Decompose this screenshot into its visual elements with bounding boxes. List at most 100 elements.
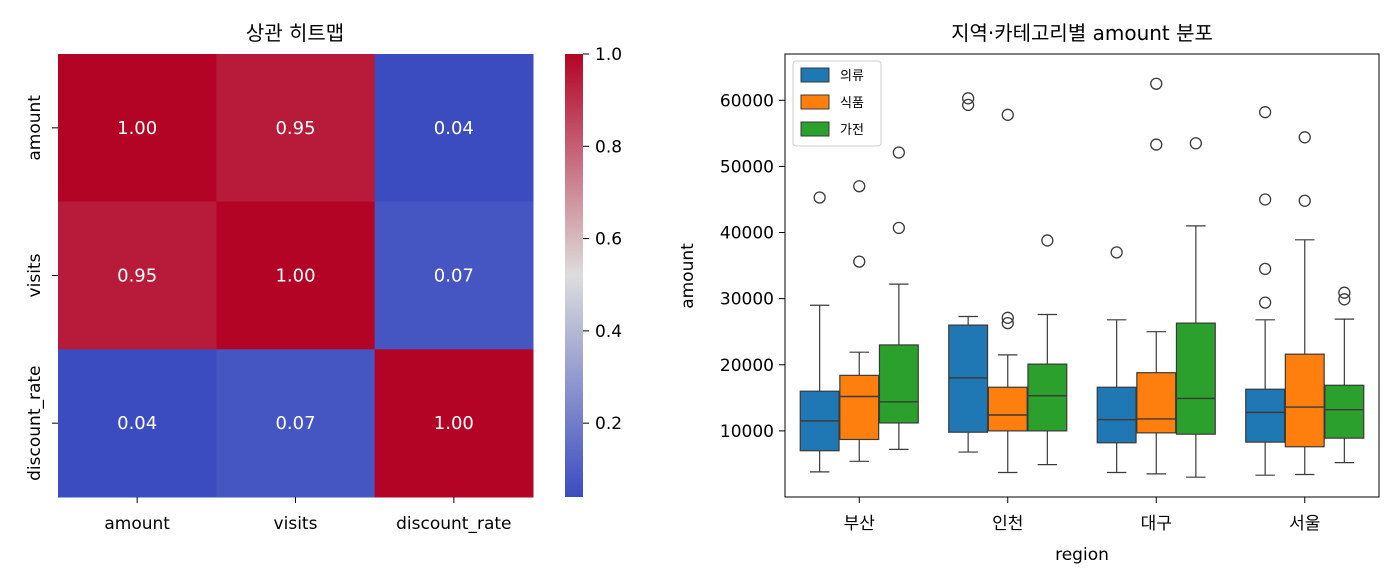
heatmap-cell-discount_rate-discount_rate: [374, 349, 534, 498]
heatmap-cell-labels: 1.00 0.95 0.04 0.95 1.00 0.07 0.04 0.07 1.00: [117, 118, 474, 434]
heatmap-title: 상관 히트맵: [246, 21, 344, 45]
heatmap-y-tick-label: amount: [25, 95, 45, 161]
box-outlier: [1150, 138, 1163, 151]
legend-swatch-의류: [800, 67, 830, 83]
box-outlier: [962, 98, 975, 112]
box-가전-서울: [1324, 286, 1365, 464]
heatmap-cell-label: 0.07: [434, 266, 474, 287]
legend-label: 식품: [840, 96, 864, 111]
colorbar: [565, 54, 583, 497]
heatmap-y-tick-label: discount_rate: [25, 365, 45, 480]
box-식품-부산: [839, 180, 880, 462]
colorbar-tick-label: 0.6: [595, 230, 622, 250]
box-outlier: [892, 221, 905, 235]
box-iqr: [1284, 353, 1325, 448]
heatmap-cell-label: 0.95: [117, 266, 157, 287]
box-outlier: [1110, 246, 1123, 259]
heatmap-cell-amount-discount_rate: [374, 54, 534, 203]
box-iqr: [878, 344, 919, 424]
box-outlier: [1298, 131, 1311, 144]
heatmap-cell-label: 0.07: [275, 413, 315, 434]
box-식품-서울: [1284, 131, 1325, 476]
box-outlier: [962, 92, 975, 105]
box-outlier: [1041, 234, 1054, 247]
legend-label: 가전: [840, 123, 864, 138]
heatmap-cells: [58, 54, 534, 498]
colorbar-ticks: 0.2 0.4 0.6 0.8 1.0: [583, 45, 622, 434]
heatmap-cell-label: 1.00: [117, 118, 157, 139]
boxplot-y-tick-label: 20000: [720, 356, 774, 376]
box-iqr: [839, 374, 880, 441]
heatmap-cell-visits-discount_rate: [374, 201, 534, 350]
heatmap-cell-label: 1.00: [275, 266, 315, 287]
boxplot-y-tick-label: 60000: [720, 91, 774, 111]
boxplot-y-label: amount: [678, 243, 698, 309]
box-outlier: [1189, 137, 1202, 150]
box-의류-대구: [1096, 246, 1137, 474]
boxplot-x-ticks: 부산 인천 대구 서울: [844, 497, 1320, 534]
heatmap-y-ticks: amount visits discount_rate: [25, 95, 58, 481]
boxplot-x-tick-label: 대구: [1141, 514, 1172, 534]
box-iqr: [1324, 384, 1365, 439]
box-outlier: [1001, 108, 1014, 121]
heatmap-x-ticks: amount visits discount_rate: [104, 497, 512, 534]
boxplot-y-tick-label: 10000: [720, 422, 774, 442]
heatmap-cell-label: 1.00: [434, 413, 474, 434]
legend-swatch-가전: [800, 121, 830, 137]
colorbar-tick-label: 1.0: [595, 45, 622, 65]
heatmap-cell-label: 0.95: [275, 118, 315, 139]
legend-swatch-식품: [800, 94, 830, 110]
box-outlier: [1001, 316, 1014, 330]
box-가전-인천: [1027, 234, 1068, 466]
heatmap-panel: 상관 히트맵 1.00 0.95 0.040.95 1.00 0.070.04 0.07 1…: [25, 21, 622, 534]
heatmap-x-tick-label: visits: [274, 514, 318, 534]
heatmap-cell-amount-visits: [216, 54, 376, 203]
box-outlier: [1150, 77, 1163, 90]
box-iqr: [1027, 363, 1068, 432]
heatmap-cell-discount_rate-amount: [58, 349, 217, 498]
legend-label: 의류: [840, 69, 864, 84]
heatmap-cell-visits-amount: [58, 201, 217, 350]
box-outlier: [813, 191, 826, 204]
boxplot-boxes: [799, 77, 1365, 478]
box-iqr: [1136, 372, 1177, 434]
box-outlier: [1001, 311, 1014, 324]
box-outlier: [853, 180, 866, 193]
box-가전-부산: [878, 146, 919, 450]
boxplot-y-tick-label: 50000: [720, 157, 774, 177]
heatmap-cell-label: 0.04: [117, 413, 157, 434]
box-outlier: [1259, 296, 1272, 309]
box-의류-인천: [948, 92, 989, 453]
box-가전-대구: [1175, 137, 1216, 478]
boxplot-panel: 지역·카테고리별 amount 분포 10000 20000 30000 40000 5…: [678, 21, 1380, 565]
boxplot-title: 지역·카테고리별 amount 분포: [951, 21, 1213, 45]
boxplot-x-tick-label: 부산: [844, 514, 876, 534]
boxplot-y-tick-label: 30000: [720, 290, 774, 310]
box-식품-대구: [1136, 77, 1177, 475]
box-iqr: [1175, 322, 1216, 435]
box-의류-서울: [1245, 106, 1286, 476]
box-outlier: [1338, 293, 1351, 306]
box-outlier: [1259, 193, 1272, 206]
box-iqr: [1245, 388, 1286, 443]
heatmap-cell-label: 0.04: [434, 118, 474, 139]
box-outlier: [1298, 194, 1311, 207]
boxplot-x-tick-label: 인천: [992, 514, 1023, 534]
box-iqr: [1096, 386, 1137, 444]
box-outlier: [1259, 262, 1272, 276]
box-outlier: [892, 146, 905, 159]
box-outlier: [1259, 106, 1272, 119]
colorbar-tick-label: 0.4: [595, 322, 622, 342]
heatmap-x-tick-label: amount: [104, 514, 170, 534]
box-식품-인천: [987, 108, 1028, 474]
box-outlier: [853, 255, 866, 268]
boxplot-y-ticks: 10000 20000 30000 40000 50000 60000: [720, 91, 785, 442]
colorbar-tick-label: 0.8: [595, 137, 622, 157]
heatmap-cell-discount_rate-visits: [216, 349, 376, 498]
heatmap-x-tick-label: discount_rate: [396, 514, 511, 534]
box-outlier: [1338, 286, 1351, 299]
heatmap-cell-amount-amount: [58, 54, 217, 203]
heatmap-cell-visits-visits: [216, 201, 376, 350]
